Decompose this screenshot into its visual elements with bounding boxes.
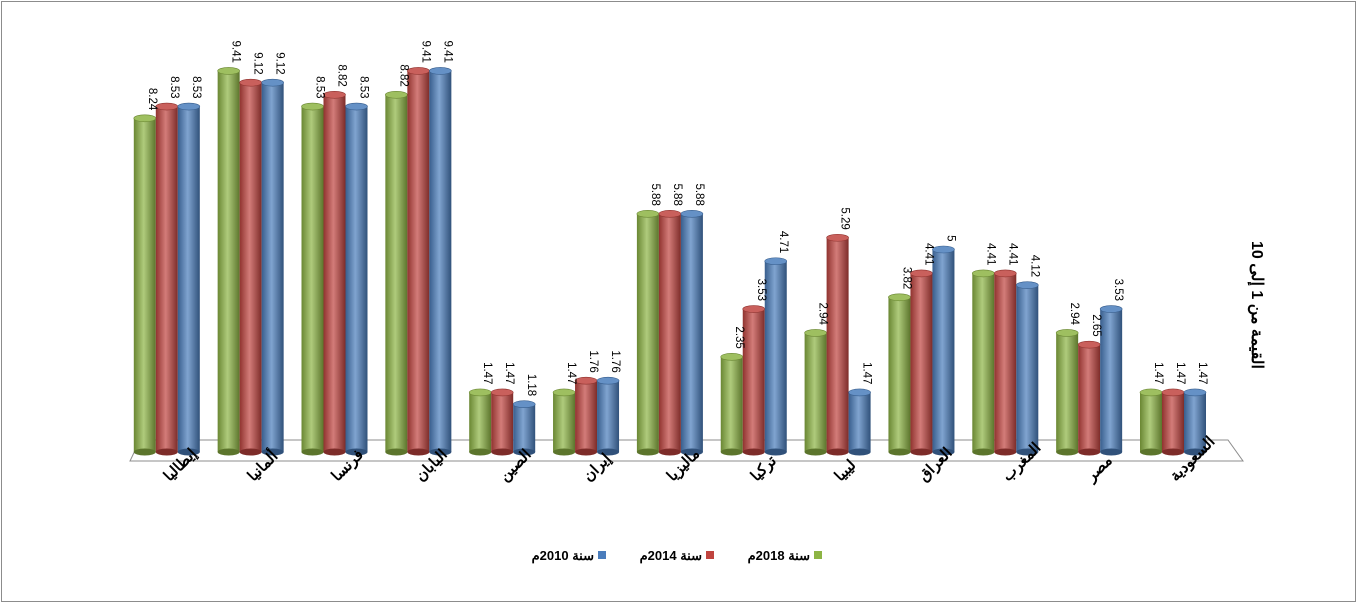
value-label: 9.41 (230, 41, 242, 63)
value-label: 2.35 (733, 326, 745, 348)
value-label: 2.94 (1068, 303, 1080, 326)
bar (680, 210, 704, 456)
value-label: 8.82 (336, 64, 348, 86)
bar (261, 78, 284, 456)
value-labels: 8.24 8.53 8.53 9.41 9.12 9.12 8.53 8.82 8.53 8.82… (146, 41, 1208, 397)
bar (720, 353, 744, 456)
bar (826, 233, 849, 456)
bar (177, 102, 201, 456)
legend: سنة 2018م سنة 2014م سنة 2010م (532, 548, 822, 564)
value-label: 1.47 (565, 362, 577, 384)
bar (239, 78, 262, 456)
legend-swatch (814, 551, 822, 559)
bar (1099, 305, 1123, 456)
value-label: 5.29 (839, 207, 851, 229)
bar (385, 90, 408, 456)
value-label: 9.41 (419, 41, 431, 63)
value-label: 1.76 (609, 350, 621, 372)
legend-item: سنة 2010م (532, 548, 606, 564)
value-label: 5.88 (649, 183, 661, 205)
bar (658, 210, 682, 456)
bar (217, 67, 240, 456)
bar (804, 329, 827, 456)
legend-item: سنة 2018م (748, 548, 822, 564)
value-label: 1.47 (1174, 362, 1186, 384)
legend-swatch (598, 551, 606, 559)
value-label: 4.12 (1028, 255, 1040, 277)
bar (636, 210, 660, 456)
bar (429, 67, 452, 456)
legend-label: سنة 2010م (532, 548, 594, 564)
bar (323, 90, 346, 456)
value-label: 3.53 (1112, 279, 1124, 301)
bar (848, 388, 871, 456)
legend-label: سنة 2014م (640, 548, 702, 564)
bar (596, 376, 620, 456)
bar (1183, 388, 1207, 456)
value-label: 1.47 (861, 362, 873, 384)
value-label: 1.76 (587, 350, 599, 372)
value-label: 8.24 (146, 88, 158, 111)
bar (468, 388, 492, 456)
bar (512, 400, 536, 456)
y-axis-label: القيمة من 1 إلى 10 (1247, 241, 1265, 369)
value-label: 8.53 (358, 76, 370, 98)
value-label: 2.65 (1090, 314, 1102, 336)
bar (742, 305, 766, 456)
bar (764, 257, 788, 456)
value-label: 5 (944, 235, 956, 241)
bar (155, 102, 179, 456)
value-label: 8.53 (168, 76, 180, 98)
value-label: 3.82 (900, 267, 912, 289)
bar (1055, 329, 1079, 456)
value-label: 3.53 (755, 279, 767, 301)
value-label: 1.47 (481, 362, 493, 384)
legend-item: سنة 2014م (640, 548, 714, 564)
legend-swatch (706, 551, 714, 559)
bar (301, 102, 324, 456)
legend-label: سنة 2018م (748, 548, 810, 564)
value-label: 1.47 (1196, 362, 1208, 384)
value-label: 4.71 (777, 231, 789, 253)
value-label: 9.12 (252, 52, 264, 74)
value-label: 1.47 (1152, 362, 1164, 384)
bar (932, 245, 955, 456)
bar (1161, 388, 1185, 456)
bar (1016, 281, 1039, 456)
value-label: 9.41 (441, 41, 453, 63)
bar (1077, 340, 1101, 456)
bar (490, 388, 514, 456)
bar (574, 376, 598, 456)
value-label: 4.41 (984, 243, 996, 265)
bar (552, 388, 576, 456)
value-label: 5.88 (671, 183, 683, 205)
value-label: 4.41 (922, 243, 934, 265)
bar (133, 114, 157, 456)
value-label: 1.47 (503, 362, 515, 384)
bar (993, 269, 1017, 456)
value-label: 4.41 (1006, 243, 1018, 265)
bars (133, 67, 1207, 456)
value-label: 1.18 (525, 374, 537, 396)
bar (345, 102, 368, 456)
value-label: 8.53 (314, 76, 326, 98)
value-label: 2.94 (817, 303, 829, 326)
value-label: 8.53 (190, 76, 202, 98)
value-label: 9.12 (274, 52, 286, 74)
bar (888, 293, 911, 456)
bar (1139, 388, 1163, 456)
bar (971, 269, 995, 456)
value-label: 8.82 (397, 64, 409, 86)
bar (407, 67, 430, 456)
value-label: 5.88 (693, 183, 705, 205)
bar (910, 269, 933, 456)
